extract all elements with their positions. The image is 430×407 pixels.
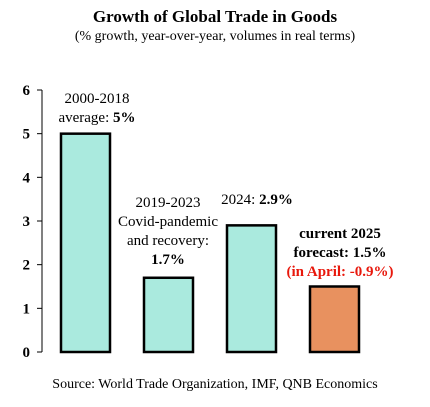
y-tick-label-0: 0 xyxy=(23,345,31,361)
source-note: Source: World Trade Organization, IMF, Q… xyxy=(52,377,378,392)
bar-4-label-line-3: (in April: -0.9%) xyxy=(286,264,393,280)
bar-1 xyxy=(59,132,112,354)
bar-1-label-line-2: average: 5% xyxy=(58,110,135,126)
bar-3 xyxy=(225,224,278,354)
y-tick-label-1: 1 xyxy=(23,301,31,317)
y-tick-label-3: 3 xyxy=(23,214,31,230)
y-tick-label-2: 2 xyxy=(23,258,31,274)
bar-2-label-line-1: 2019-2023 xyxy=(136,195,201,211)
y-tick-label-5: 5 xyxy=(23,127,31,143)
bar-2-label-line-4: 1.7% xyxy=(151,252,185,268)
y-tick-label-4: 4 xyxy=(23,170,31,186)
bar-4 xyxy=(308,285,361,354)
bar-2-label-line-3: and recovery: xyxy=(127,233,209,249)
bar-4-label-line-2: forecast: 1.5% xyxy=(293,245,386,261)
bar-4-label-line-1: current 2025 xyxy=(299,226,381,242)
bar-1-label-line-1: 2000-2018 xyxy=(65,91,130,107)
bar-2 xyxy=(142,276,195,354)
bar-2-label-line-2: Covid-pandemic xyxy=(118,214,218,230)
chart-subtitle: (% growth, year-over-year, volumes in re… xyxy=(74,29,356,44)
bar-3-label-line-1: 2024: 2.9% xyxy=(221,192,293,208)
chart-title: Growth of Global Trade in Goods xyxy=(92,7,338,26)
y-tick-label-6: 6 xyxy=(23,83,31,99)
